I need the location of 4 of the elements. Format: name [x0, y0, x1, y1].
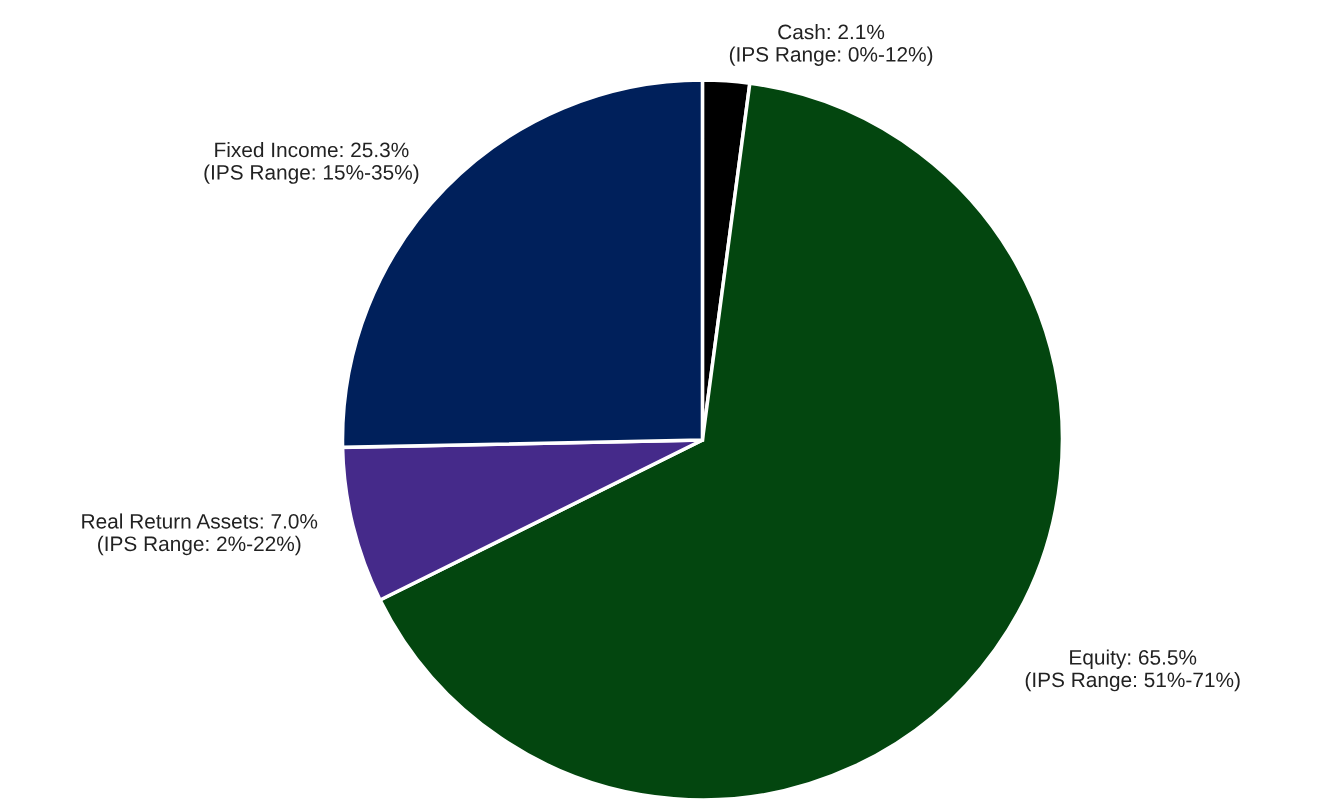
- slice-label: Equity: 65.5% (IPS Range: 51%-71%): [1025, 649, 1240, 692]
- slice-label: Real Return Assets: 7.0% (IPS Range: 2%-22%): [82, 513, 318, 556]
- slice-label: Cash: 2.1% (IPS Range: 0%-12%): [729, 24, 933, 66]
- slice-label: Fixed Income: 25.3% (IPS Range: 15%-35%): [204, 141, 419, 184]
